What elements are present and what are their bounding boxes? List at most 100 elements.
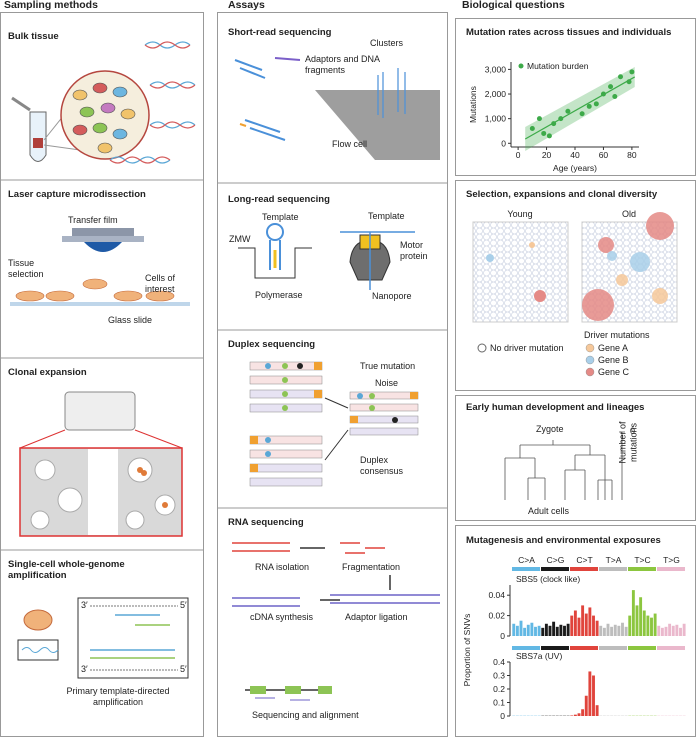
bar [519, 620, 523, 636]
legend-label: Gene B [598, 355, 629, 365]
bar [610, 626, 614, 636]
label: 0 [630, 426, 636, 436]
bar [646, 615, 650, 636]
section-title: RNA sequencing [228, 517, 304, 528]
bar [555, 626, 559, 636]
strand-end: 5′ [180, 664, 187, 674]
type-strip [628, 646, 656, 650]
bar [606, 623, 610, 636]
label: No driver mutation [490, 343, 564, 353]
bar [559, 624, 563, 636]
label: Adaptor ligation [345, 612, 408, 622]
short-read-illustration [234, 57, 440, 160]
point [565, 108, 571, 114]
label: RNA isolation [255, 562, 310, 572]
bar [682, 623, 686, 636]
y-axis-label: Proportion of SNVs [462, 614, 472, 687]
bar [613, 624, 617, 636]
bar [526, 624, 530, 636]
bar [544, 623, 548, 636]
x-tick-label: 60 [599, 150, 609, 160]
point [629, 69, 635, 75]
type-strip [657, 646, 685, 650]
bar [621, 622, 624, 636]
label: Sequencing and alignment [252, 710, 359, 720]
bar [588, 607, 592, 636]
bulk-illustration [11, 41, 196, 164]
bar [592, 615, 595, 636]
section-title: Bulk tissue [8, 31, 59, 42]
label: Zygote [536, 424, 564, 434]
legend-label: Gene C [598, 367, 630, 377]
x-tick-label: 0 [516, 150, 521, 160]
type-label: T>G [663, 555, 680, 565]
type-strip [628, 567, 656, 571]
section-title: Mutagenesis and environmental exposures [466, 535, 661, 546]
clonal-diversity-illustration [472, 212, 678, 353]
bar [657, 625, 661, 636]
type-strip [599, 567, 627, 571]
panel-frame [0, 12, 204, 737]
clonal-illustration [19, 391, 183, 537]
bar [584, 613, 588, 636]
bar [515, 625, 519, 636]
section-title: Duplex sequencing [228, 339, 316, 350]
label: ZMW [229, 234, 251, 244]
point [579, 111, 585, 117]
bar [563, 625, 566, 636]
bar [679, 627, 682, 636]
legend-marker [518, 63, 524, 69]
label: Adult cells [528, 506, 570, 516]
bar [548, 625, 552, 636]
bar [628, 615, 632, 636]
rna-illustration [232, 542, 440, 701]
type-strip [541, 567, 569, 571]
section-title: Short-read sequencing [228, 27, 332, 38]
bar [642, 610, 646, 636]
label: Glass slide [108, 315, 153, 325]
bar [650, 617, 653, 636]
label: Primary template-directed amplification [66, 686, 170, 707]
column-header: Biological questions [462, 0, 565, 11]
bar [566, 623, 570, 636]
point [608, 84, 614, 90]
label: Template [262, 212, 299, 222]
duplex-illustration [249, 361, 419, 487]
type-strip [512, 567, 540, 571]
bar [664, 626, 668, 636]
point [529, 126, 535, 132]
type-strip [657, 567, 685, 571]
section-title: Long-read sequencing [228, 194, 330, 205]
column-header: Assays [228, 0, 265, 11]
x-tick-label: 40 [570, 150, 580, 160]
type-label: T>A [606, 555, 622, 565]
point [546, 133, 552, 139]
y-tick-label: 0.2 [493, 684, 505, 694]
label: Polymerase [255, 290, 303, 300]
label: Driver mutations [584, 330, 650, 340]
point [551, 121, 557, 127]
bar [617, 625, 621, 636]
label: Nanopore [372, 291, 412, 301]
lineage-tree [504, 431, 625, 500]
y-tick-label: 0.04 [488, 590, 505, 600]
bar [534, 626, 537, 636]
point [600, 91, 606, 97]
bar [523, 627, 527, 636]
point [626, 79, 632, 85]
label: Noise [375, 378, 399, 388]
bar [595, 620, 599, 636]
type-label: C>A [518, 555, 535, 565]
label: cDNA synthesis [250, 612, 314, 622]
lcm-illustration [10, 228, 190, 306]
section-title: Laser capture microdissection [8, 189, 146, 200]
legend-label: Gene A [598, 343, 629, 353]
bar [588, 671, 592, 716]
label: Transfer film [68, 215, 118, 225]
bar [584, 695, 588, 716]
label: Young [507, 209, 533, 219]
bar [537, 625, 541, 636]
bar [599, 625, 603, 636]
type-strip [599, 646, 627, 650]
